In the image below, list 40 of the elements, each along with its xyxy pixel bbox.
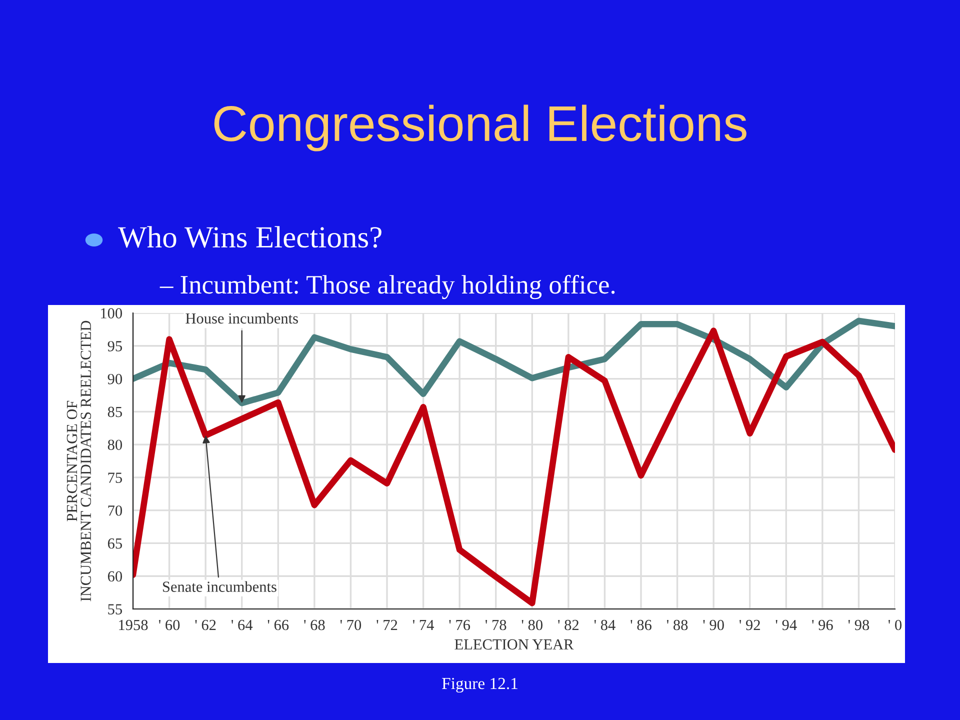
y-tick-label: 90 xyxy=(108,374,122,384)
annotation: Senate incumbents xyxy=(162,581,276,592)
y-tick-label: 100 xyxy=(101,308,122,318)
caption: Figure 12.1 xyxy=(442,678,518,693)
x-tick-label: ' 90 xyxy=(703,620,724,630)
y-tick-label: 65 xyxy=(108,538,122,549)
x-tick-label: ' 64 xyxy=(232,620,253,630)
chart-title: Congressional Elections xyxy=(214,104,746,152)
y-tick-label: 60 xyxy=(108,571,122,582)
x-tick-label: ' 86 xyxy=(630,620,652,630)
y-axis-title: PERCENTAGE OF INCUMBENT CANDIDATES REELECTED xyxy=(66,320,92,602)
x-tick-label: ' 78 xyxy=(486,620,506,630)
y-tick-label: 85 xyxy=(108,406,122,418)
x-axis-title: ELECTION YEAR xyxy=(454,639,574,650)
x-tick-label: ' 76 xyxy=(449,620,470,630)
x-tick-label: ' 60 xyxy=(159,620,180,630)
x-tick-label: ' 84 xyxy=(594,620,616,630)
x-tick-label: 1958 xyxy=(119,620,148,630)
chart-subtitle: Who Wins Elections? xyxy=(118,226,382,248)
x-tick-label: ' 96 xyxy=(812,620,833,630)
y-tick-label: 95 xyxy=(108,341,122,352)
x-tick-label: ' 70 xyxy=(340,620,362,630)
x-tick-label: ' 88 xyxy=(667,620,688,630)
x-tick-label: ' 72 xyxy=(376,620,398,630)
x-tick-label: ' 68 xyxy=(304,620,325,630)
x-tick-label: ' 82 xyxy=(558,620,579,630)
x-tick-label: ' 62 xyxy=(195,620,216,630)
x-tick-label: ' 92 xyxy=(740,620,760,630)
y-tick-label: 55 xyxy=(108,604,122,614)
x-tick-label: ' 98 xyxy=(848,620,870,630)
x-tick-label: ' 94 xyxy=(776,620,797,630)
y-tick-label: 70 xyxy=(108,505,122,516)
y-tick-label: 75 xyxy=(108,472,122,483)
x-tick-label: ' 0 xyxy=(888,620,902,630)
text: – Incumbent: Those already holding office. xyxy=(160,274,615,300)
y-tick-label: 80 xyxy=(108,440,122,450)
annotation: House incumbents xyxy=(186,312,298,324)
x-tick-label: ' 80 xyxy=(522,620,542,630)
x-tick-label: ' 74 xyxy=(413,620,434,630)
x-tick-label: ' 66 xyxy=(268,620,289,630)
